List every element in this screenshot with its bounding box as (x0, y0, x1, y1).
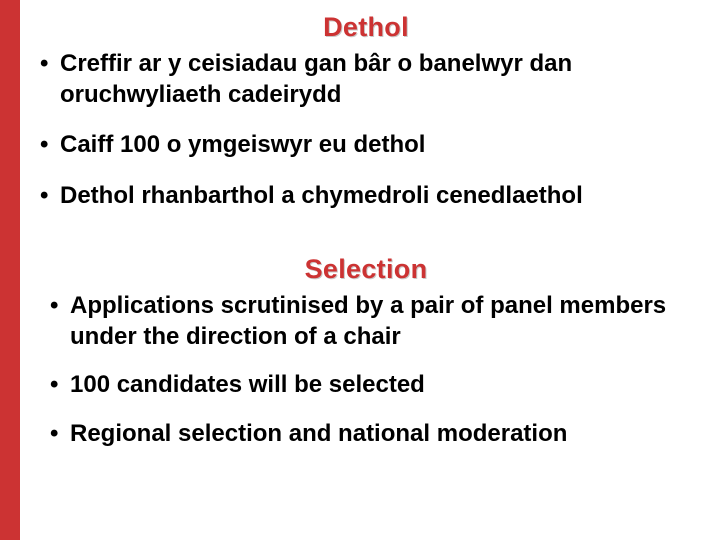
slide-content: Dethol Dethol Creffir ar y ceisiadau gan… (20, 0, 720, 540)
heading-welsh-text: Dethol (323, 12, 409, 42)
list-item: Regional selection and national moderati… (44, 419, 702, 450)
list-item: 100 candidates will be selected (44, 370, 702, 401)
heading-welsh: Dethol Dethol (323, 12, 409, 43)
accent-sidebar (0, 0, 20, 540)
list-item: Applications scrutinised by a pair of pa… (44, 291, 702, 352)
section-english: Selection Selection Applications scrutin… (30, 254, 702, 468)
heading-english-text: Selection (305, 254, 428, 284)
list-item: Dethol rhanbarthol a chymedroli cenedlae… (34, 181, 702, 212)
list-item: Creffir ar y ceisiadau gan bâr o banelwy… (34, 49, 702, 110)
bullets-welsh: Creffir ar y ceisiadau gan bâr o banelwy… (30, 49, 702, 232)
bullets-english: Applications scrutinised by a pair of pa… (30, 291, 702, 468)
section-welsh: Dethol Dethol Creffir ar y ceisiadau gan… (30, 12, 702, 232)
list-item: Caiff 100 o ymgeiswyr eu dethol (34, 130, 702, 161)
heading-english: Selection Selection (305, 254, 428, 285)
